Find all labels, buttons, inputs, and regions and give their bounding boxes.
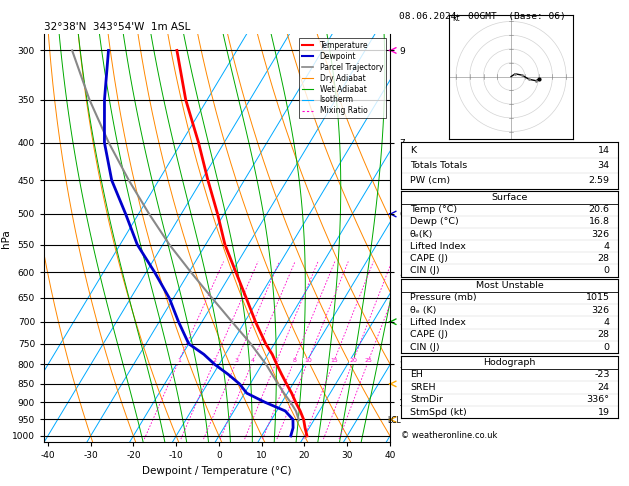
- Text: 28: 28: [598, 254, 610, 263]
- Text: 20.6: 20.6: [589, 205, 610, 214]
- Y-axis label: hPa: hPa: [1, 229, 11, 247]
- Text: 16.8: 16.8: [589, 217, 610, 226]
- Text: θₑ (K): θₑ (K): [410, 306, 437, 315]
- Text: CIN (J): CIN (J): [410, 266, 440, 275]
- Text: 4: 4: [604, 242, 610, 251]
- Text: 24: 24: [598, 383, 610, 392]
- Text: 4: 4: [251, 359, 255, 364]
- Text: Lifted Index: Lifted Index: [410, 318, 466, 327]
- Text: Pressure (mb): Pressure (mb): [410, 294, 477, 302]
- Text: StmDir: StmDir: [410, 395, 443, 404]
- Text: 3: 3: [235, 359, 238, 364]
- Text: LCL: LCL: [387, 416, 401, 425]
- Text: Most Unstable: Most Unstable: [476, 281, 543, 290]
- Text: 15: 15: [330, 359, 338, 364]
- Text: 32°38'N  343°54'W  1m ASL: 32°38'N 343°54'W 1m ASL: [44, 22, 191, 32]
- Text: Dewp (°C): Dewp (°C): [410, 217, 459, 226]
- Text: Temp (°C): Temp (°C): [410, 205, 457, 214]
- Text: Hodograph: Hodograph: [484, 358, 536, 367]
- Text: 10: 10: [304, 359, 312, 364]
- Text: 0: 0: [604, 343, 610, 352]
- Text: 336°: 336°: [587, 395, 610, 404]
- Text: 34: 34: [598, 161, 610, 170]
- Text: CIN (J): CIN (J): [410, 343, 440, 352]
- Text: Lifted Index: Lifted Index: [410, 242, 466, 251]
- Text: CAPE (J): CAPE (J): [410, 330, 448, 339]
- Text: PW (cm): PW (cm): [410, 176, 450, 185]
- Text: θₑ(K): θₑ(K): [410, 229, 433, 239]
- Legend: Temperature, Dewpoint, Parcel Trajectory, Dry Adiabat, Wet Adiabat, Isotherm, Mi: Temperature, Dewpoint, Parcel Trajectory…: [299, 38, 386, 119]
- Text: Surface: Surface: [492, 193, 528, 202]
- Text: CAPE (J): CAPE (J): [410, 254, 448, 263]
- Text: 0: 0: [604, 266, 610, 275]
- Text: 4: 4: [604, 318, 610, 327]
- Text: 14: 14: [598, 146, 610, 155]
- Text: 08.06.2024  00GMT  (Base: 06): 08.06.2024 00GMT (Base: 06): [399, 12, 566, 21]
- Text: 326: 326: [591, 229, 610, 239]
- Text: 2: 2: [213, 359, 216, 364]
- Text: 1015: 1015: [586, 294, 610, 302]
- Text: EH: EH: [410, 370, 423, 380]
- Text: 2.59: 2.59: [589, 176, 610, 185]
- Text: 8: 8: [292, 359, 296, 364]
- Text: K: K: [410, 146, 416, 155]
- Text: SREH: SREH: [410, 383, 435, 392]
- Text: kt: kt: [452, 15, 459, 23]
- Text: © weatheronline.co.uk: © weatheronline.co.uk: [401, 431, 498, 440]
- Text: 326: 326: [591, 306, 610, 315]
- Text: 6: 6: [275, 359, 279, 364]
- Text: 1: 1: [177, 359, 181, 364]
- X-axis label: Dewpoint / Temperature (°C): Dewpoint / Temperature (°C): [142, 466, 292, 476]
- Text: 28: 28: [598, 330, 610, 339]
- Text: 20: 20: [349, 359, 357, 364]
- Text: -23: -23: [594, 370, 610, 380]
- Y-axis label: km
ASL: km ASL: [416, 228, 433, 248]
- Text: StmSpd (kt): StmSpd (kt): [410, 408, 467, 417]
- Text: 25: 25: [364, 359, 372, 364]
- Text: 19: 19: [598, 408, 610, 417]
- Text: Totals Totals: Totals Totals: [410, 161, 467, 170]
